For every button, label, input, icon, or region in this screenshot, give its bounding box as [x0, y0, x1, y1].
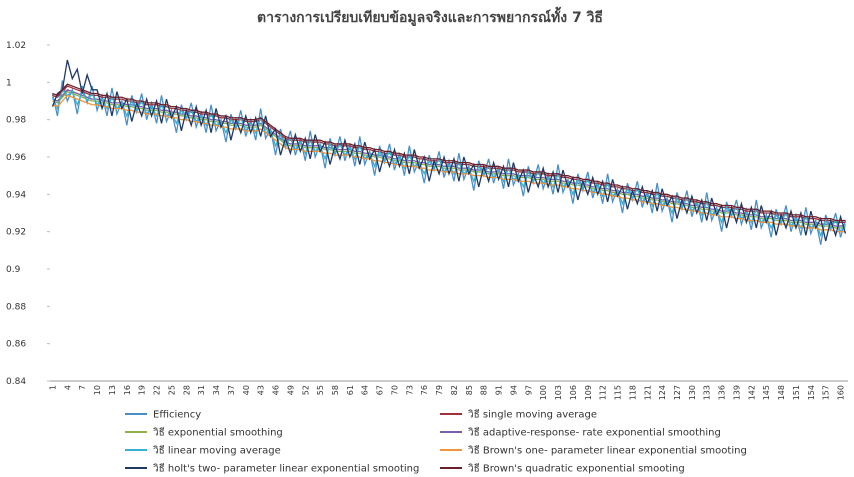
- x-tick-label: 19: [138, 385, 147, 395]
- x-tick-label: 73: [405, 385, 414, 395]
- x-tick-label: 58: [331, 385, 340, 395]
- legend-label: วิธี Brown's one- parameter linear expon…: [468, 445, 747, 457]
- legend-label: วิธี Brown's quadratic exponential smoot…: [468, 463, 685, 475]
- y-tick-label: 0.98: [6, 116, 26, 126]
- x-tick-label: 49: [286, 385, 295, 395]
- x-tick-label: 121: [643, 385, 652, 400]
- x-tick-label: 46: [272, 385, 281, 395]
- x-tick-label: 22: [153, 385, 162, 395]
- y-tick-label: 1: [6, 78, 12, 88]
- y-tick-label: 0.86: [6, 340, 26, 350]
- x-tick-label: 154: [807, 385, 816, 400]
- x-tick-label: 109: [584, 385, 593, 400]
- x-tick-label: 31: [197, 385, 206, 395]
- x-tick-label: 148: [777, 385, 786, 400]
- y-tick-label: 0.92: [6, 228, 26, 238]
- x-tick-label: 142: [747, 385, 756, 400]
- x-tick-label: 13: [108, 385, 117, 395]
- x-tick-label: 67: [376, 385, 385, 395]
- x-tick-label: 40: [242, 385, 251, 395]
- x-tick-label: 97: [524, 385, 533, 395]
- x-tick-label: 52: [301, 385, 310, 395]
- x-tick-label: 100: [539, 385, 548, 400]
- x-tick-label: 136: [718, 385, 727, 400]
- x-tick-label: 64: [361, 385, 370, 395]
- legend-label: Efficiency: [153, 410, 201, 421]
- x-tick-label: 55: [316, 385, 325, 395]
- x-tick-label: 157: [822, 385, 831, 400]
- x-tick-label: 10: [93, 385, 102, 395]
- x-tick-label: 106: [569, 385, 578, 400]
- x-tick-label: 112: [599, 385, 608, 400]
- y-tick-label: 0.9: [6, 265, 21, 275]
- x-tick-label: 139: [732, 385, 741, 400]
- x-tick-label: 7: [78, 385, 87, 390]
- x-tick-label: 61: [346, 385, 355, 395]
- x-tick-label: 76: [420, 385, 429, 395]
- x-tick-label: 16: [123, 385, 132, 395]
- x-tick-label: 130: [688, 385, 697, 400]
- x-tick-label: 34: [212, 385, 221, 395]
- x-tick-label: 91: [495, 385, 504, 395]
- x-tick-label: 43: [257, 385, 266, 395]
- x-tick-label: 133: [703, 385, 712, 400]
- y-tick-label: 0.94: [6, 190, 26, 200]
- x-tick-label: 85: [465, 385, 474, 395]
- x-tick-label: 160: [837, 385, 846, 400]
- x-tick-label: 94: [509, 385, 518, 395]
- x-tick-label: 28: [182, 385, 191, 395]
- x-tick-label: 1: [48, 385, 57, 390]
- x-tick-label: 37: [227, 385, 236, 395]
- series-line: [52, 60, 845, 241]
- x-tick-label: 4: [63, 385, 72, 390]
- legend-label: วิธี single moving average: [468, 409, 597, 421]
- y-tick-label: 0.84: [6, 377, 26, 387]
- y-tick-label: 0.88: [6, 302, 26, 312]
- y-tick-label: 1.02: [6, 41, 26, 51]
- chart: ตารางการเปรียบเทียบข้อมูลจริงและการพยากร…: [0, 0, 854, 477]
- y-tick-label: 0.96: [6, 153, 26, 163]
- chart-title: ตารางการเปรียบเทียบข้อมูลจริงและการพยากร…: [257, 6, 603, 26]
- x-tick-label: 145: [762, 385, 771, 400]
- x-tick-label: 124: [658, 385, 667, 400]
- x-tick-label: 127: [673, 385, 682, 400]
- x-tick-label: 151: [792, 385, 801, 400]
- legend-label: วิธี exponential smoothing: [153, 427, 283, 439]
- x-tick-label: 103: [554, 385, 563, 400]
- x-tick-label: 115: [614, 385, 623, 400]
- legend-label: วิธี linear moving average: [153, 445, 281, 457]
- x-tick-label: 70: [390, 385, 399, 395]
- x-tick-label: 88: [480, 385, 489, 395]
- x-tick-label: 25: [167, 385, 176, 395]
- series-line: [52, 84, 845, 220]
- x-tick-label: 79: [435, 385, 444, 395]
- x-tick-label: 118: [628, 385, 637, 400]
- legend-label: วิธี holt's two- parameter linear expone…: [153, 463, 420, 475]
- legend-label: วิธี adaptive-response- rate exponential…: [468, 427, 721, 439]
- x-tick-label: 82: [450, 385, 459, 395]
